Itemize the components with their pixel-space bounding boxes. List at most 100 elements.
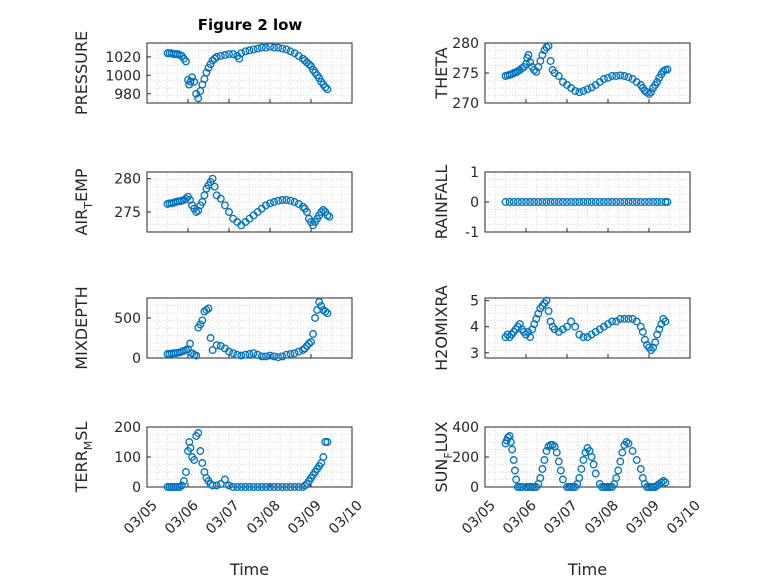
data-point xyxy=(612,474,621,482)
data-point xyxy=(216,342,225,350)
data-point xyxy=(542,198,551,206)
data-point xyxy=(212,481,221,490)
data-point xyxy=(583,85,592,94)
data-point xyxy=(212,341,221,350)
data-point xyxy=(198,316,207,325)
data-point xyxy=(595,198,604,206)
data-point xyxy=(261,43,270,52)
data-point xyxy=(659,477,668,485)
data-point xyxy=(192,351,201,360)
data-point xyxy=(563,322,571,331)
data-point xyxy=(567,198,576,206)
data-point xyxy=(599,75,608,83)
y-tick-label: 3 xyxy=(470,346,479,362)
subplot-6: 3 4 5 H2OMIXRA xyxy=(432,285,691,371)
data-series xyxy=(501,296,670,355)
y-tick-label: 0 xyxy=(132,351,141,367)
y-tick-label: 280 xyxy=(452,36,479,52)
data-point xyxy=(577,465,586,473)
y-tick-label: 1 xyxy=(470,165,479,181)
data-point xyxy=(270,43,279,52)
data-point xyxy=(647,88,655,97)
data-point xyxy=(645,90,653,98)
data-point xyxy=(624,198,633,206)
data-point xyxy=(278,352,287,361)
data-point xyxy=(249,45,258,54)
data-point xyxy=(319,206,328,214)
data-point xyxy=(305,339,313,348)
data-point xyxy=(526,198,535,206)
data-point xyxy=(257,43,266,52)
y-tick-label: 1000 xyxy=(105,68,141,84)
data-point xyxy=(546,317,555,326)
data-point xyxy=(608,198,617,206)
data-point xyxy=(188,349,197,358)
data-point xyxy=(534,309,543,318)
data-point xyxy=(632,317,641,326)
data-point xyxy=(220,475,229,484)
data-point xyxy=(261,201,270,210)
data-point xyxy=(510,466,519,475)
y-tick-label: 200 xyxy=(452,450,479,466)
data-point xyxy=(554,198,563,206)
y-axis-label: TERRMSL xyxy=(72,422,95,494)
data-point xyxy=(225,50,233,59)
data-point xyxy=(323,85,332,94)
data-point xyxy=(587,453,596,461)
y-tick-label: 275 xyxy=(114,205,141,221)
data-point xyxy=(245,350,254,358)
data-point xyxy=(571,87,580,95)
data-point xyxy=(628,198,637,206)
data-point xyxy=(620,72,629,80)
data-point xyxy=(583,198,592,206)
data-point xyxy=(253,350,262,359)
y-axis-label: MIXDEPTH xyxy=(72,286,91,369)
data-series xyxy=(163,298,332,362)
data-point xyxy=(278,196,287,204)
y-tick-label: 400 xyxy=(452,420,479,436)
x-tick-label: 03/09 xyxy=(623,498,663,538)
data-point xyxy=(661,478,670,487)
data-point xyxy=(620,198,629,206)
y-tick-label: 200 xyxy=(114,420,141,436)
data-point xyxy=(220,201,229,210)
data-point xyxy=(196,320,205,329)
x-tick-label: 03/07 xyxy=(541,498,581,538)
data-series xyxy=(501,42,672,98)
data-point xyxy=(508,445,517,454)
data-point xyxy=(321,83,330,92)
data-point xyxy=(175,483,184,491)
data-point xyxy=(298,346,307,354)
data-point xyxy=(506,438,515,446)
data-point xyxy=(532,67,541,76)
data-point xyxy=(632,456,641,464)
x-tick-label: 03/05 xyxy=(121,498,161,538)
data-point xyxy=(210,182,219,191)
data-point xyxy=(204,304,213,313)
data-point xyxy=(534,198,543,206)
data-point xyxy=(282,196,291,204)
data-point xyxy=(270,352,279,361)
data-point xyxy=(526,58,535,67)
axes-frame xyxy=(146,171,353,233)
data-point xyxy=(274,196,283,205)
data-point xyxy=(546,198,555,206)
data-series xyxy=(501,198,672,206)
data-point xyxy=(624,73,633,82)
data-point xyxy=(216,194,225,203)
data-point xyxy=(509,456,518,464)
data-point xyxy=(305,60,313,69)
data-point xyxy=(294,347,303,356)
axes-frame xyxy=(146,297,353,359)
data-point xyxy=(229,483,238,491)
data-point xyxy=(181,194,190,203)
data-point xyxy=(286,350,295,358)
data-point xyxy=(229,349,238,358)
data-point xyxy=(307,338,315,346)
y-tick-label: 1020 xyxy=(105,50,141,66)
data-point xyxy=(645,198,653,206)
data-point xyxy=(651,338,660,347)
data-point xyxy=(315,298,324,306)
